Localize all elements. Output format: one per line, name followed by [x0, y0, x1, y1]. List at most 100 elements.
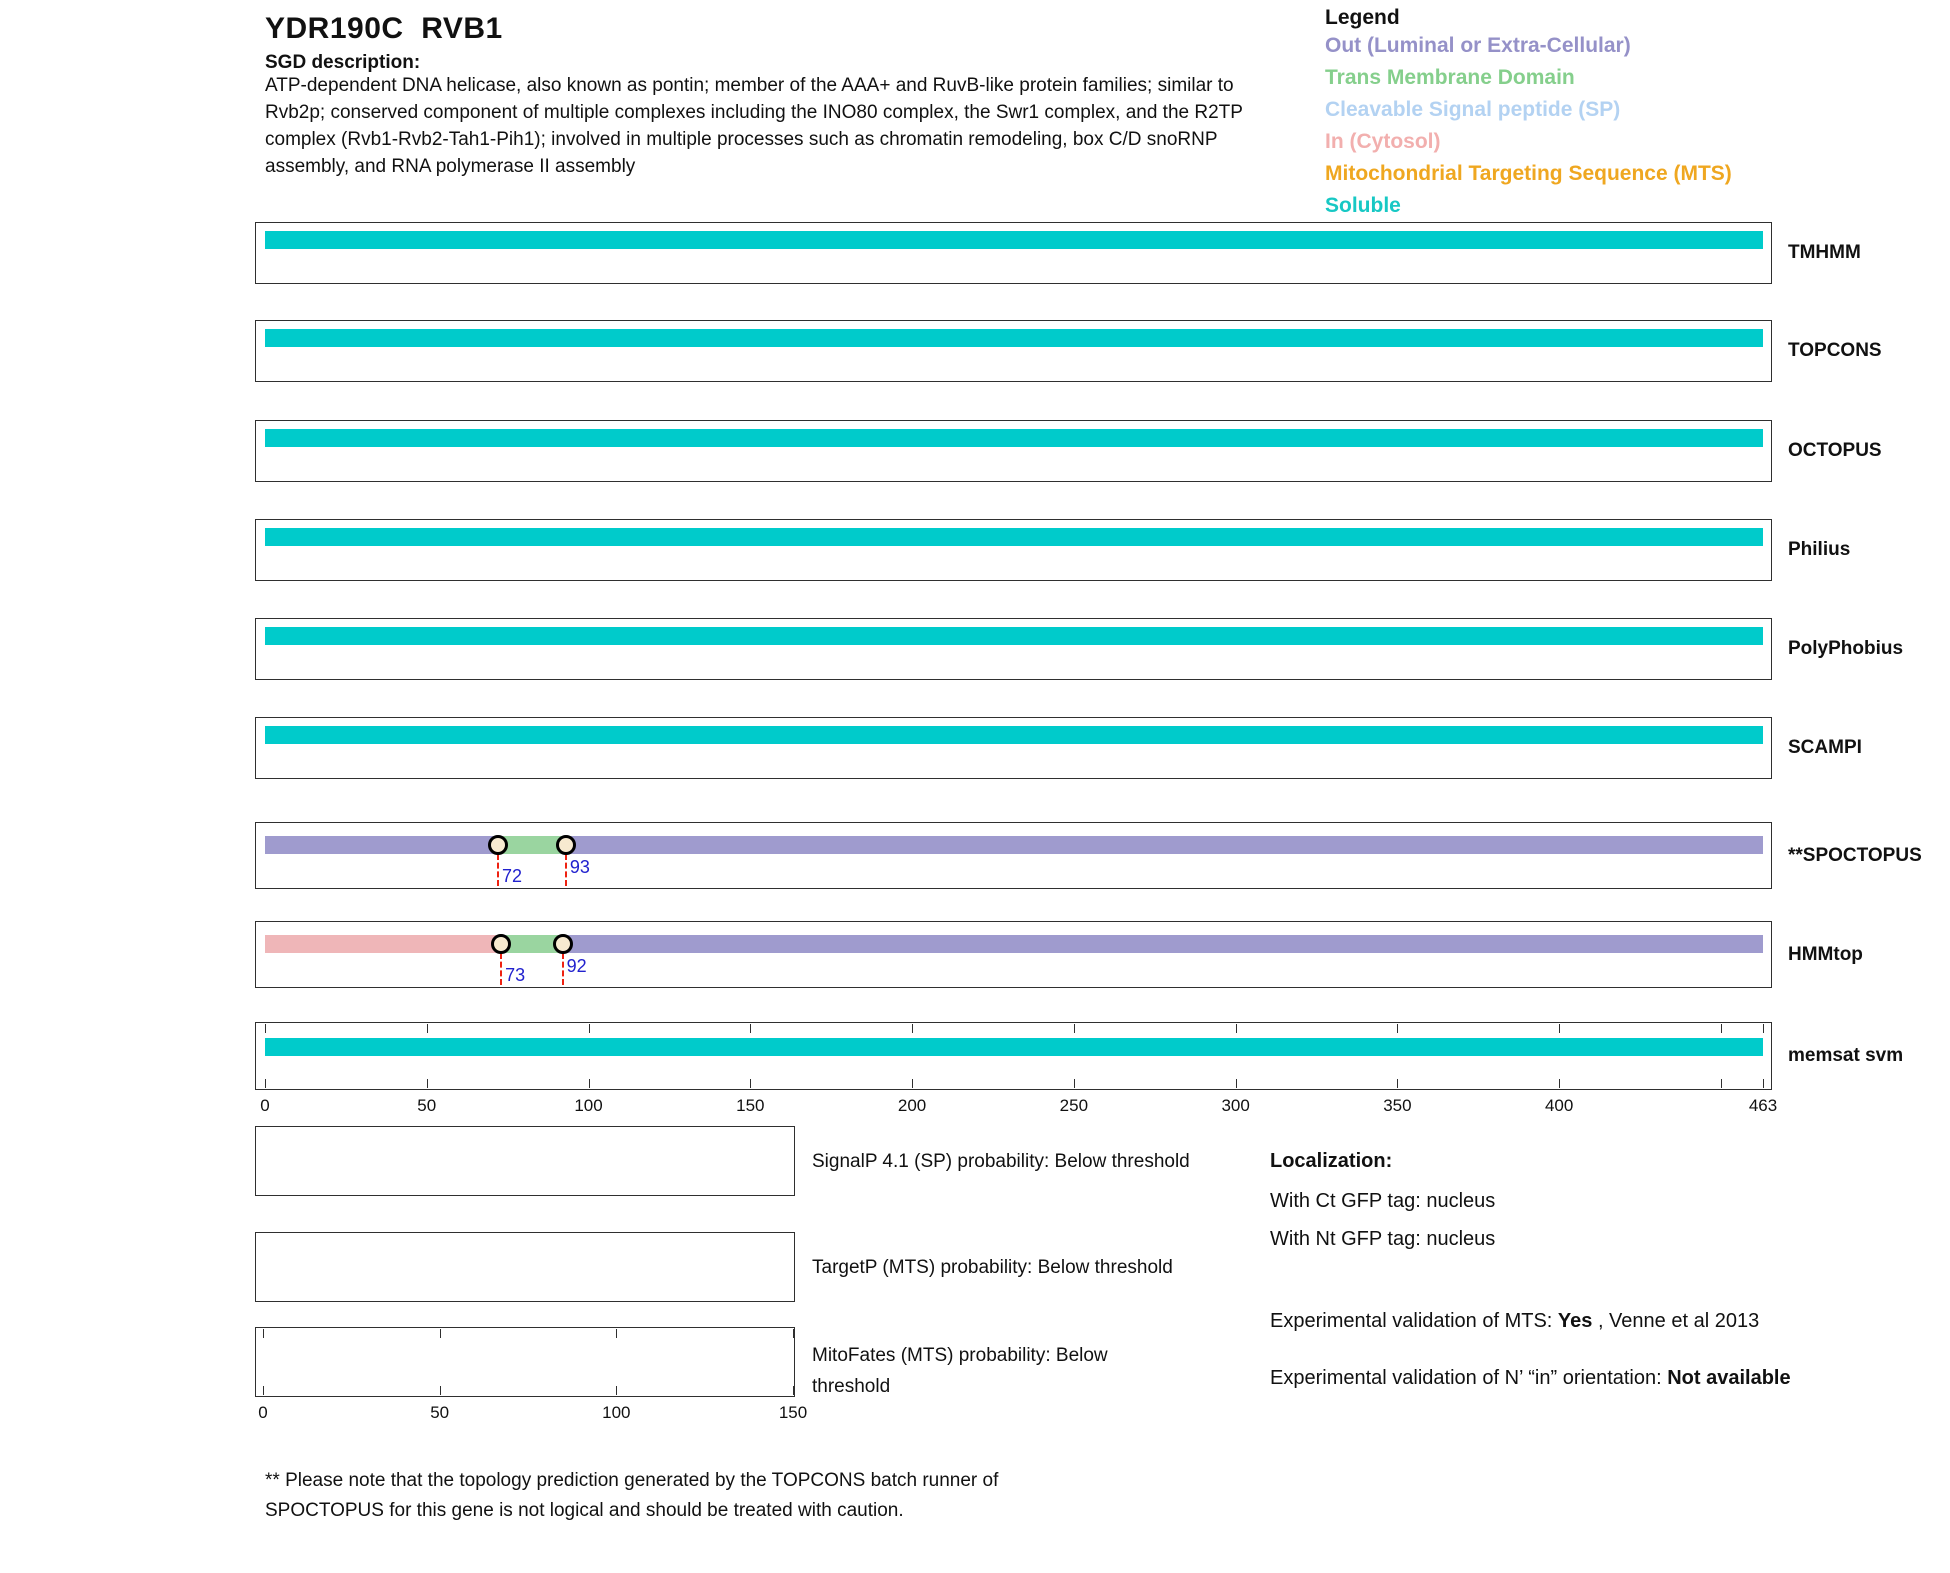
topology-segment — [497, 836, 566, 854]
topology-segment — [265, 231, 1763, 249]
boundary-circle-marker — [491, 934, 512, 954]
topology-segment — [565, 836, 1763, 854]
signalp-plot-box — [255, 1126, 795, 1196]
axis-tick — [1235, 1024, 1237, 1033]
boundary-dashed-line — [496, 854, 499, 886]
track-label: HMMtop — [1788, 943, 1863, 965]
axis-tick — [750, 1024, 752, 1033]
axis-tick-label: 300 — [1221, 1096, 1250, 1115]
track-label: OCTOPUS — [1788, 440, 1882, 461]
mts-validation-prefix: Experimental validation of MTS: — [1270, 1310, 1558, 1332]
axis-tick — [1235, 1079, 1237, 1088]
boundary-circle-marker — [487, 835, 508, 855]
mitofates-axis-label: 150 — [778, 1403, 808, 1422]
legend-item: Out (Luminal or Extra-Cellular) — [1325, 34, 1631, 57]
axis-tick — [1763, 1024, 1764, 1033]
axis-tick — [616, 1386, 618, 1395]
topology-segment — [265, 1038, 1763, 1056]
axis-tick-label: 50 — [417, 1096, 437, 1115]
sgd-description-label: SGD description: — [265, 52, 421, 73]
targetp-label: TargetP (MTS) probability: Below thresho… — [812, 1257, 1173, 1278]
axis-tick-label: 100 — [574, 1096, 603, 1115]
axis-tick — [912, 1024, 914, 1033]
legend-item: Cleavable Signal peptide (SP) — [1325, 98, 1621, 121]
topology-segment — [265, 429, 1763, 447]
topology-segment — [265, 627, 1763, 645]
axis-tick — [439, 1329, 441, 1338]
spoctopus-footnote: ** Please note that the topology predict… — [265, 1470, 999, 1521]
axis-tick — [426, 1024, 428, 1033]
axis-tick — [1559, 1079, 1561, 1088]
boundary-residue-label: 72 — [501, 866, 522, 886]
mitofates-axis-label: 50 — [430, 1403, 450, 1422]
boundary-residue-label: 92 — [566, 956, 587, 976]
sgd-description-text: ATP-dependent DNA helicase, also known a… — [265, 75, 1243, 177]
ct-gfp-line: With Ct GFP tag: nucleus — [1270, 1190, 1496, 1212]
axis-tick — [588, 1024, 590, 1033]
axis-tick-label: 400 — [1544, 1096, 1574, 1115]
axis-tick — [1397, 1079, 1399, 1088]
track-label: SCAMPI — [1788, 737, 1862, 758]
localization-title: Localization: — [1270, 1150, 1393, 1172]
axis-tick — [439, 1386, 441, 1395]
boundary-dashed-line — [561, 953, 564, 985]
mts-validation-suffix: , Venne et al 2013 — [1592, 1310, 1760, 1332]
track-label: TOPCONS — [1788, 340, 1882, 361]
axis-tick — [265, 1024, 266, 1033]
axis-tick — [1073, 1079, 1075, 1088]
mitofates-label: MitoFates (MTS) probability: Below thres… — [812, 1345, 1108, 1397]
axis-tick — [263, 1329, 264, 1338]
axis-tick — [426, 1079, 428, 1088]
topology-segment — [265, 528, 1763, 546]
mitofates-axis-label: 100 — [602, 1403, 631, 1422]
topology-segment — [562, 935, 1763, 953]
track-plot-box — [255, 921, 1772, 988]
targetp-plot-box — [255, 1232, 795, 1302]
track-label: Philius — [1788, 539, 1851, 560]
track-plot-box — [255, 822, 1772, 889]
topology-segment — [265, 726, 1763, 744]
boundary-circle-marker — [555, 835, 576, 855]
track-label: PolyPhobius — [1788, 638, 1904, 659]
axis-tick — [750, 1079, 752, 1088]
mts-validation-line: Experimental validation of MTS: Yes , Ve… — [1270, 1306, 1910, 1336]
legend-item: Mitochondrial Targeting Sequence (MTS) — [1325, 162, 1732, 185]
axis-tick — [1073, 1024, 1075, 1033]
axis-tick-label: 350 — [1383, 1096, 1412, 1115]
legend-item: In (Cytosol) — [1325, 130, 1441, 153]
boundary-circle-marker — [552, 934, 573, 954]
axis-tick — [793, 1386, 794, 1395]
legend-items: Out (Luminal or Extra-Cellular) Trans Mem… — [1325, 30, 1732, 222]
axis-tick — [793, 1329, 794, 1338]
legend-title: Legend — [1325, 6, 1400, 29]
topology-segment — [265, 935, 502, 953]
signalp-label: SignalP 4.1 (SP) probability: Below thre… — [812, 1151, 1190, 1172]
nt-gfp-line: With Nt GFP tag: nucleus — [1270, 1228, 1496, 1250]
axis-tick — [1720, 1024, 1722, 1033]
track-plot-box — [255, 1022, 1772, 1090]
axis-tick — [1559, 1024, 1561, 1033]
axis-tick-label: 150 — [736, 1096, 765, 1115]
track-label: TMHMM — [1788, 242, 1861, 263]
mitofates-axis-label: 0 — [258, 1403, 268, 1422]
boundary-dashed-line — [564, 854, 567, 886]
axis-tick — [265, 1079, 266, 1088]
topology-segment — [501, 935, 563, 953]
legend-item: Soluble — [1325, 194, 1401, 217]
axis-tick — [912, 1079, 914, 1088]
axis-tick-label: 463 — [1748, 1096, 1778, 1115]
boundary-dashed-line — [500, 953, 503, 985]
mts-validation-value: Yes — [1557, 1310, 1593, 1332]
boundary-residue-label: 73 — [505, 965, 526, 985]
axis-tick — [263, 1386, 264, 1395]
track-label: **SPOCTOPUS — [1788, 844, 1922, 866]
axis-tick-label: 0 — [260, 1096, 270, 1115]
topology-segment — [265, 329, 1763, 347]
legend-item: Trans Membrane Domain — [1325, 66, 1575, 89]
axis-tick-label: 250 — [1059, 1096, 1089, 1115]
orientation-validation-line: Experimental validation of N’ “in” orien… — [1270, 1362, 1830, 1395]
boundary-residue-label: 93 — [569, 857, 590, 877]
orientation-prefix: Experimental validation of N’ “in” orien… — [1270, 1367, 1668, 1389]
track-label: memsat svm — [1788, 1045, 1904, 1066]
